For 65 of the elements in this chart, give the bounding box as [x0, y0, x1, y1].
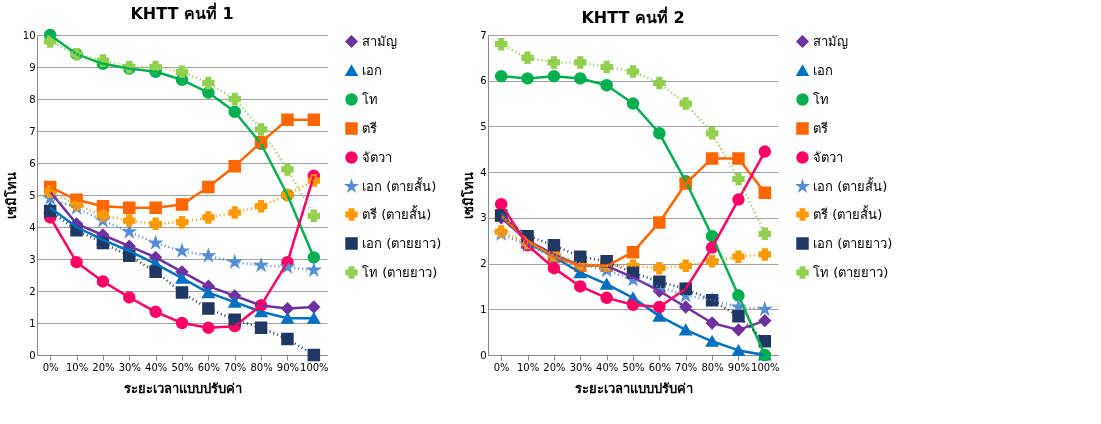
legend-label: เอก (ตายสั้น) [813, 176, 888, 194]
x-tick-label: 80% [701, 361, 724, 373]
y-tick-label: 5 [29, 189, 36, 201]
chart-title: KHTT คนที่ 2 [581, 6, 685, 27]
y-axis-title: เซมิโทน [2, 172, 19, 219]
y-tick-label: 7 [29, 125, 36, 137]
x-tick-label: 0% [42, 361, 59, 373]
y-tick-label: 5 [480, 120, 487, 132]
legend-label: จัตวา [362, 149, 392, 165]
x-tick-label: 60% [197, 361, 220, 373]
legend-label: ตรี [362, 120, 377, 136]
y-axis-title: เซมิโทน [460, 172, 477, 219]
x-tick-label: 20% [543, 361, 566, 373]
legend-label: ตรี [813, 120, 828, 136]
legend-label: เอก (ตายยาว) [813, 235, 893, 251]
legend-label: โท [813, 91, 829, 107]
y-tick-label: 1 [480, 303, 487, 315]
y-tick-label: 8 [29, 93, 36, 105]
x-tick-label: 50% [171, 361, 194, 373]
legend-label: สามัญ [813, 33, 848, 49]
x-tick-label: 40% [596, 361, 619, 373]
legend-label: โท (ตายยาว) [813, 264, 889, 280]
x-tick-label: 40% [145, 361, 168, 373]
legend-label: จัตวา [813, 149, 843, 165]
y-tick-label: 0 [29, 349, 36, 361]
y-tick-label: 6 [480, 75, 487, 87]
legend-label: ตรี (ตายสั้น) [362, 204, 432, 222]
x-axis-title: ระยะเวลาแบบปรับค่า [574, 380, 693, 396]
y-tick-label: 4 [29, 221, 36, 233]
y-tick-label: 4 [480, 166, 487, 178]
x-tick-label: 0% [493, 361, 510, 373]
x-tick-label: 90% [727, 361, 751, 373]
x-tick-label: 80% [250, 361, 273, 373]
y-tick-label: 2 [480, 258, 487, 270]
legend-label: สามัญ [362, 33, 397, 49]
legend-label: โท [362, 91, 378, 107]
y-tick-label: 0 [480, 349, 487, 361]
x-tick-label: 70% [224, 361, 247, 373]
x-tick-label: 70% [675, 361, 698, 373]
legend-label: ตรี (ตายสั้น) [813, 204, 883, 222]
y-tick-label: 1 [29, 317, 36, 329]
y-tick-label: 2 [29, 285, 36, 297]
legend-label: เอก [362, 62, 382, 78]
x-tick-label: 100% [751, 361, 780, 373]
x-tick-label: 90% [276, 361, 300, 373]
x-tick-label: 20% [92, 361, 115, 373]
legend-label: โท (ตายยาว) [362, 264, 438, 280]
x-tick-label: 30% [569, 361, 592, 373]
x-tick-label: 100% [300, 361, 329, 373]
chart-title: KHTT คนที่ 1 [130, 1, 234, 23]
y-tick-label: 10 [22, 29, 36, 41]
x-tick-label: 30% [118, 361, 141, 373]
x-tick-label: 10% [516, 361, 540, 373]
legend-label: เอก (ตายสั้น) [362, 176, 437, 194]
y-tick-label: 6 [29, 157, 36, 169]
y-tick-label: 3 [480, 212, 487, 224]
x-tick-label: 60% [648, 361, 671, 373]
y-tick-label: 7 [480, 29, 487, 41]
legend-label: เอก [813, 62, 833, 78]
legend-label: เอก (ตายยาว) [362, 235, 442, 251]
x-axis-title: ระยะเวลาแบบปรับค่า [123, 380, 242, 396]
x-tick-label: 50% [622, 361, 645, 373]
y-tick-label: 3 [29, 253, 36, 265]
x-tick-label: 10% [65, 361, 89, 373]
y-tick-label: 9 [29, 61, 36, 73]
